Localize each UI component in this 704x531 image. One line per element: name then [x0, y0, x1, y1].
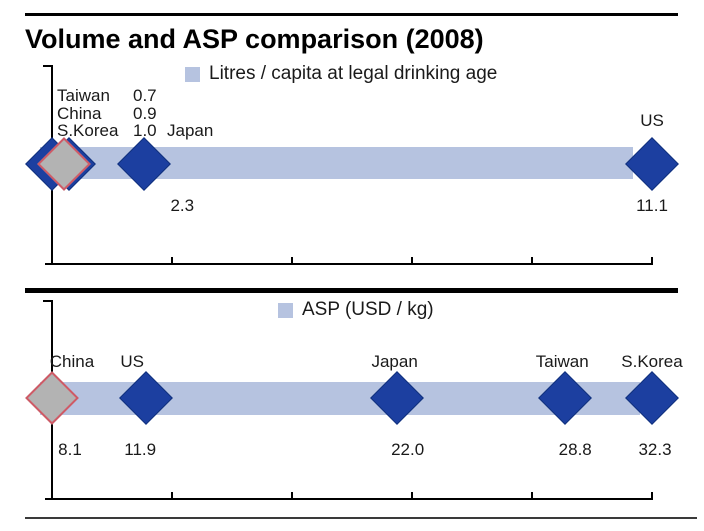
callout-country: Taiwan: [57, 86, 110, 105]
diamond-marker-skorea: [625, 371, 679, 425]
point-name-label: US: [640, 111, 664, 130]
callout-row: S.Korea 1.0 Japan: [57, 122, 213, 140]
x-axis-tick: [411, 257, 413, 263]
clustered-points-callout: Taiwan 0.7 China 0.9 S.Korea 1.0 Japan: [57, 87, 213, 140]
callout-country: China: [57, 103, 102, 123]
callout-row: Taiwan 0.7: [57, 87, 213, 105]
callout-country: S.Korea: [57, 121, 119, 140]
callout-country-japan: Japan: [167, 121, 214, 140]
diamond-marker-taiwan: [538, 371, 593, 425]
point-name-label: China: [49, 352, 95, 371]
callout-value: 1.0: [133, 121, 157, 140]
point-value-label: 28.8: [558, 440, 592, 459]
point-value-label: 8.1: [58, 440, 82, 459]
point-name-label: S.Korea: [621, 352, 683, 371]
x-axis-tick: [291, 257, 293, 263]
diamond-marker-us: [119, 371, 174, 425]
legend-label: Litres / capita at legal drinking age: [209, 63, 498, 84]
legend-litres-per-capita: Litres / capita at legal drinking age: [185, 63, 497, 85]
point-value-label: 11.9: [124, 440, 157, 459]
point-name-label: Taiwan: [535, 352, 589, 371]
legend-label: ASP (USD / kg): [302, 299, 434, 320]
legend-swatch-icon: [185, 66, 200, 82]
legend-swatch-icon: [278, 302, 293, 318]
point-name-label: US: [120, 352, 145, 371]
bottom-rule: [25, 517, 697, 519]
x-axis-tick: [171, 492, 173, 498]
legend-asp: ASP (USD / kg): [278, 299, 434, 321]
x-axis: [45, 498, 653, 500]
page-title: Volume and ASP comparison (2008): [25, 24, 484, 54]
diamond-marker-china: [25, 371, 79, 425]
x-axis-tick: [651, 257, 653, 263]
x-axis-tick: [651, 492, 653, 498]
x-axis-tick: [531, 492, 533, 498]
top-rule: [25, 13, 678, 16]
callout-value: 0.7: [133, 86, 157, 105]
point-value-label: 22.0: [391, 440, 425, 459]
point-value-label: 2.3: [170, 196, 195, 215]
callout-row: China 0.9: [57, 103, 213, 123]
point-name-label: Japan: [371, 352, 418, 371]
x-axis-tick: [531, 257, 533, 263]
point-value-label: 11.1: [636, 196, 668, 215]
callout-value: 0.9: [133, 103, 157, 123]
point-value-label: 32.3: [638, 440, 672, 459]
diamond-marker-japan: [369, 371, 424, 425]
y-axis-top-tick: [43, 65, 52, 67]
x-axis: [45, 263, 653, 265]
middle-separator-rule: [25, 288, 678, 293]
x-axis-tick: [291, 492, 293, 498]
x-axis-tick: [171, 257, 173, 263]
x-axis-tick: [411, 492, 413, 498]
y-axis-top-tick: [43, 300, 52, 302]
